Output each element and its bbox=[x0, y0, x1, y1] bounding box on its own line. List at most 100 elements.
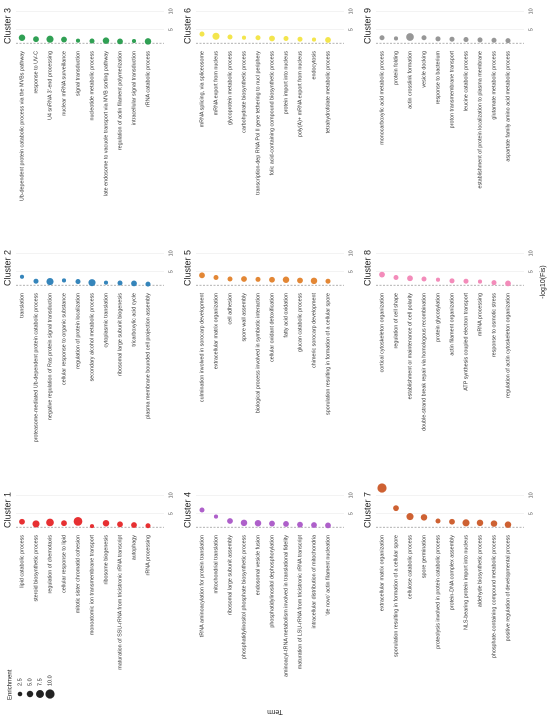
dot bbox=[240, 519, 248, 527]
term-label: monoatomic ion transmembrane transport bbox=[89, 535, 95, 636]
x-tick-label: 10 bbox=[348, 8, 354, 14]
x-tick-label: 10 bbox=[348, 492, 354, 498]
term-label: protein glycosylation bbox=[435, 293, 441, 342]
term-label: actin crosslink formation bbox=[407, 51, 413, 109]
dot bbox=[491, 280, 497, 286]
term-label: ribosomal large subunit assembly bbox=[227, 535, 233, 615]
term-label: mRNA export from nucleus bbox=[213, 51, 219, 116]
dot bbox=[297, 277, 303, 284]
term-label: maturation of SSU-rRNA from tricistronic… bbox=[117, 534, 123, 669]
x-tick-label: 5 bbox=[168, 28, 174, 31]
dot bbox=[462, 519, 470, 527]
dot bbox=[144, 38, 152, 45]
dot bbox=[406, 513, 414, 521]
dot bbox=[19, 518, 25, 525]
dot bbox=[297, 521, 303, 528]
term-label: late endosome to vacuole transport via M… bbox=[103, 51, 109, 196]
term-label: Ub-dependent protein catabolic process v… bbox=[19, 51, 25, 201]
dot bbox=[379, 35, 385, 41]
x-tick-label: 5 bbox=[348, 270, 354, 273]
term-label: mRNA processing bbox=[477, 293, 483, 336]
dot bbox=[505, 38, 511, 44]
dot bbox=[269, 520, 275, 527]
x-tick-label: 10 bbox=[528, 8, 534, 14]
dot bbox=[46, 278, 54, 286]
dot bbox=[491, 37, 497, 43]
dot bbox=[117, 38, 123, 45]
dot bbox=[283, 521, 289, 527]
dot bbox=[46, 518, 54, 527]
term-label: U4 snRNA 3'-end processing bbox=[47, 51, 53, 120]
dot bbox=[19, 274, 25, 279]
term-label: protein import into nucleus bbox=[283, 51, 289, 115]
term-label: chimeric sorocarp development bbox=[311, 293, 317, 368]
term-label: regulation of protein localization bbox=[75, 293, 81, 369]
dot bbox=[325, 37, 331, 43]
panel-title: Cluster 2 bbox=[2, 250, 12, 286]
term-label: response to bacterium bbox=[435, 50, 441, 104]
term-label: glycoprotein metabolic process bbox=[227, 51, 233, 125]
term-label: phosphatidylinositol phosphate biosynthe… bbox=[241, 535, 247, 659]
dot bbox=[310, 277, 318, 285]
term-label: proteasome-mediated Ub-dependent protein… bbox=[33, 293, 39, 443]
term-label: establishment of protein localization to… bbox=[477, 51, 483, 189]
term-label: monocarboxylic acid metabolic process bbox=[379, 51, 385, 145]
dot bbox=[406, 33, 414, 41]
term-label: cellular oxidant detoxification bbox=[269, 293, 275, 362]
term-label: cellular response to organic substance bbox=[61, 293, 67, 385]
dot bbox=[46, 35, 54, 43]
dot bbox=[463, 278, 469, 284]
dot bbox=[213, 514, 219, 519]
dot bbox=[311, 522, 317, 528]
term-label: 'de novo' actin filament nucleation bbox=[325, 535, 331, 616]
dot bbox=[32, 520, 40, 528]
panel-title: Cluster 5 bbox=[182, 250, 192, 286]
dot bbox=[393, 505, 399, 512]
legend-dot bbox=[36, 690, 44, 698]
dot bbox=[393, 275, 399, 281]
dot bbox=[241, 35, 247, 40]
term-label: cytoplasmic translation bbox=[103, 293, 109, 348]
x-tick-label: 10 bbox=[528, 492, 534, 498]
term-label: poly(A)+ mRNA export from nucleus bbox=[297, 51, 303, 137]
term-label: plasma membrane bounded cell projection … bbox=[145, 293, 151, 419]
x-tick-label: 10 bbox=[168, 250, 174, 256]
term-label: proteolysis involved in protein cataboli… bbox=[435, 535, 441, 649]
term-label: aminoacyl-tRNA metabolism involved in tr… bbox=[283, 535, 289, 677]
dot bbox=[131, 522, 137, 528]
term-label: vesicle docking bbox=[421, 51, 427, 88]
dot bbox=[435, 277, 441, 282]
dot bbox=[435, 518, 441, 524]
dot bbox=[377, 483, 387, 493]
term-label: ribosome biogenesis bbox=[103, 535, 109, 585]
dot bbox=[420, 514, 428, 521]
term-label: culmination involved in sorocarp develop… bbox=[199, 293, 205, 403]
dot bbox=[227, 518, 233, 524]
term-label: cell adhesion bbox=[227, 293, 233, 324]
term-label: biological process involved in symbiotic… bbox=[255, 293, 261, 413]
term-label: maturation of LSU-rRNA from tricistronic… bbox=[297, 535, 303, 670]
term-label: mitotic sister chromatid cohesion bbox=[75, 535, 81, 613]
term-label: translation bbox=[19, 293, 25, 318]
x-tick-label: 10 bbox=[348, 250, 354, 256]
dot bbox=[61, 520, 67, 527]
panel-title: Cluster 1 bbox=[2, 492, 12, 528]
term-label: cortical cytoskeleton organization bbox=[379, 293, 385, 372]
x-tick-label: 10 bbox=[528, 250, 534, 256]
dot bbox=[145, 523, 151, 529]
term-label: spore wall assembly bbox=[241, 293, 247, 342]
term-label: endocytosis bbox=[311, 51, 317, 80]
term-label: intracellular signal transduction bbox=[131, 51, 137, 125]
x-tick-label: 5 bbox=[168, 512, 174, 515]
term-label: extracellular matrix organization bbox=[213, 293, 219, 369]
dot bbox=[241, 276, 247, 282]
term-label: phosphate-containing compound metabolic … bbox=[491, 535, 497, 658]
x-tick-label: 5 bbox=[528, 512, 534, 515]
term-label: mitochondrial translation bbox=[213, 535, 219, 593]
dot bbox=[477, 279, 483, 284]
dot bbox=[102, 37, 110, 44]
dot bbox=[131, 38, 137, 44]
dot bbox=[393, 36, 399, 41]
dot bbox=[89, 524, 95, 529]
